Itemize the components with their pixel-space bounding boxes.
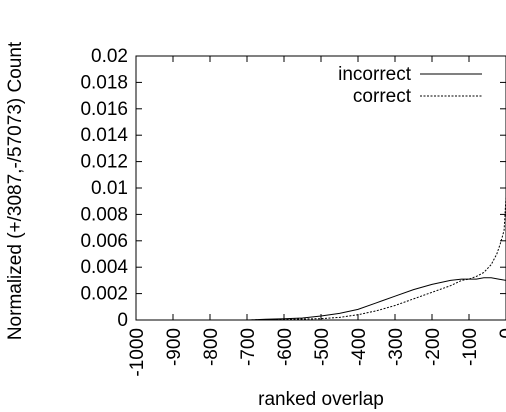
- x-axis-label: ranked overlap: [258, 389, 384, 410]
- y-tick-label: 0.016: [80, 99, 128, 120]
- y-tick-label: 0: [117, 310, 128, 331]
- x-tick-label: -100: [460, 328, 481, 366]
- x-tick-label: 0: [497, 328, 506, 339]
- y-tick-label: 0.002: [80, 284, 128, 305]
- y-axis: 0 0.002 0.004 0.006 0.008 0.01 0.012 0.014 0.016…: [80, 46, 506, 331]
- y-tick-label: 0.018: [80, 72, 128, 93]
- x-axis: -1000 -900 -800 -700 -600 -500 -400 -300 -200 -10…: [127, 56, 506, 377]
- series-layer: [136, 197, 506, 321]
- y-tick-label: 0.014: [80, 125, 128, 146]
- y-tick-label: 0.004: [80, 257, 128, 278]
- x-tick-label: -1000: [127, 328, 148, 377]
- x-tick-label: -500: [312, 328, 333, 366]
- y-tick-label: 0.01: [91, 178, 128, 199]
- legend-label-correct: correct: [353, 86, 412, 107]
- x-tick-label: -900: [164, 328, 185, 366]
- x-tick-label: -200: [423, 328, 444, 366]
- legend-label-incorrect: incorrect: [338, 64, 412, 85]
- y-axis-label: Normalized (+/3087,-/57073) Count: [5, 41, 26, 340]
- y-tick-label: 0.012: [80, 152, 128, 173]
- y-tick-label: 0.006: [80, 231, 128, 252]
- x-tick-label: -800: [201, 328, 222, 366]
- series-line-incorrect: [136, 277, 506, 321]
- y-tick-label: 0.02: [91, 46, 128, 67]
- x-tick-label: -300: [386, 328, 407, 366]
- x-tick-label: -600: [275, 328, 296, 366]
- series-line-correct: [136, 197, 506, 321]
- y-tick-label: 0.008: [80, 204, 128, 225]
- x-tick-label: -400: [349, 328, 370, 366]
- x-tick-label: -700: [238, 328, 259, 366]
